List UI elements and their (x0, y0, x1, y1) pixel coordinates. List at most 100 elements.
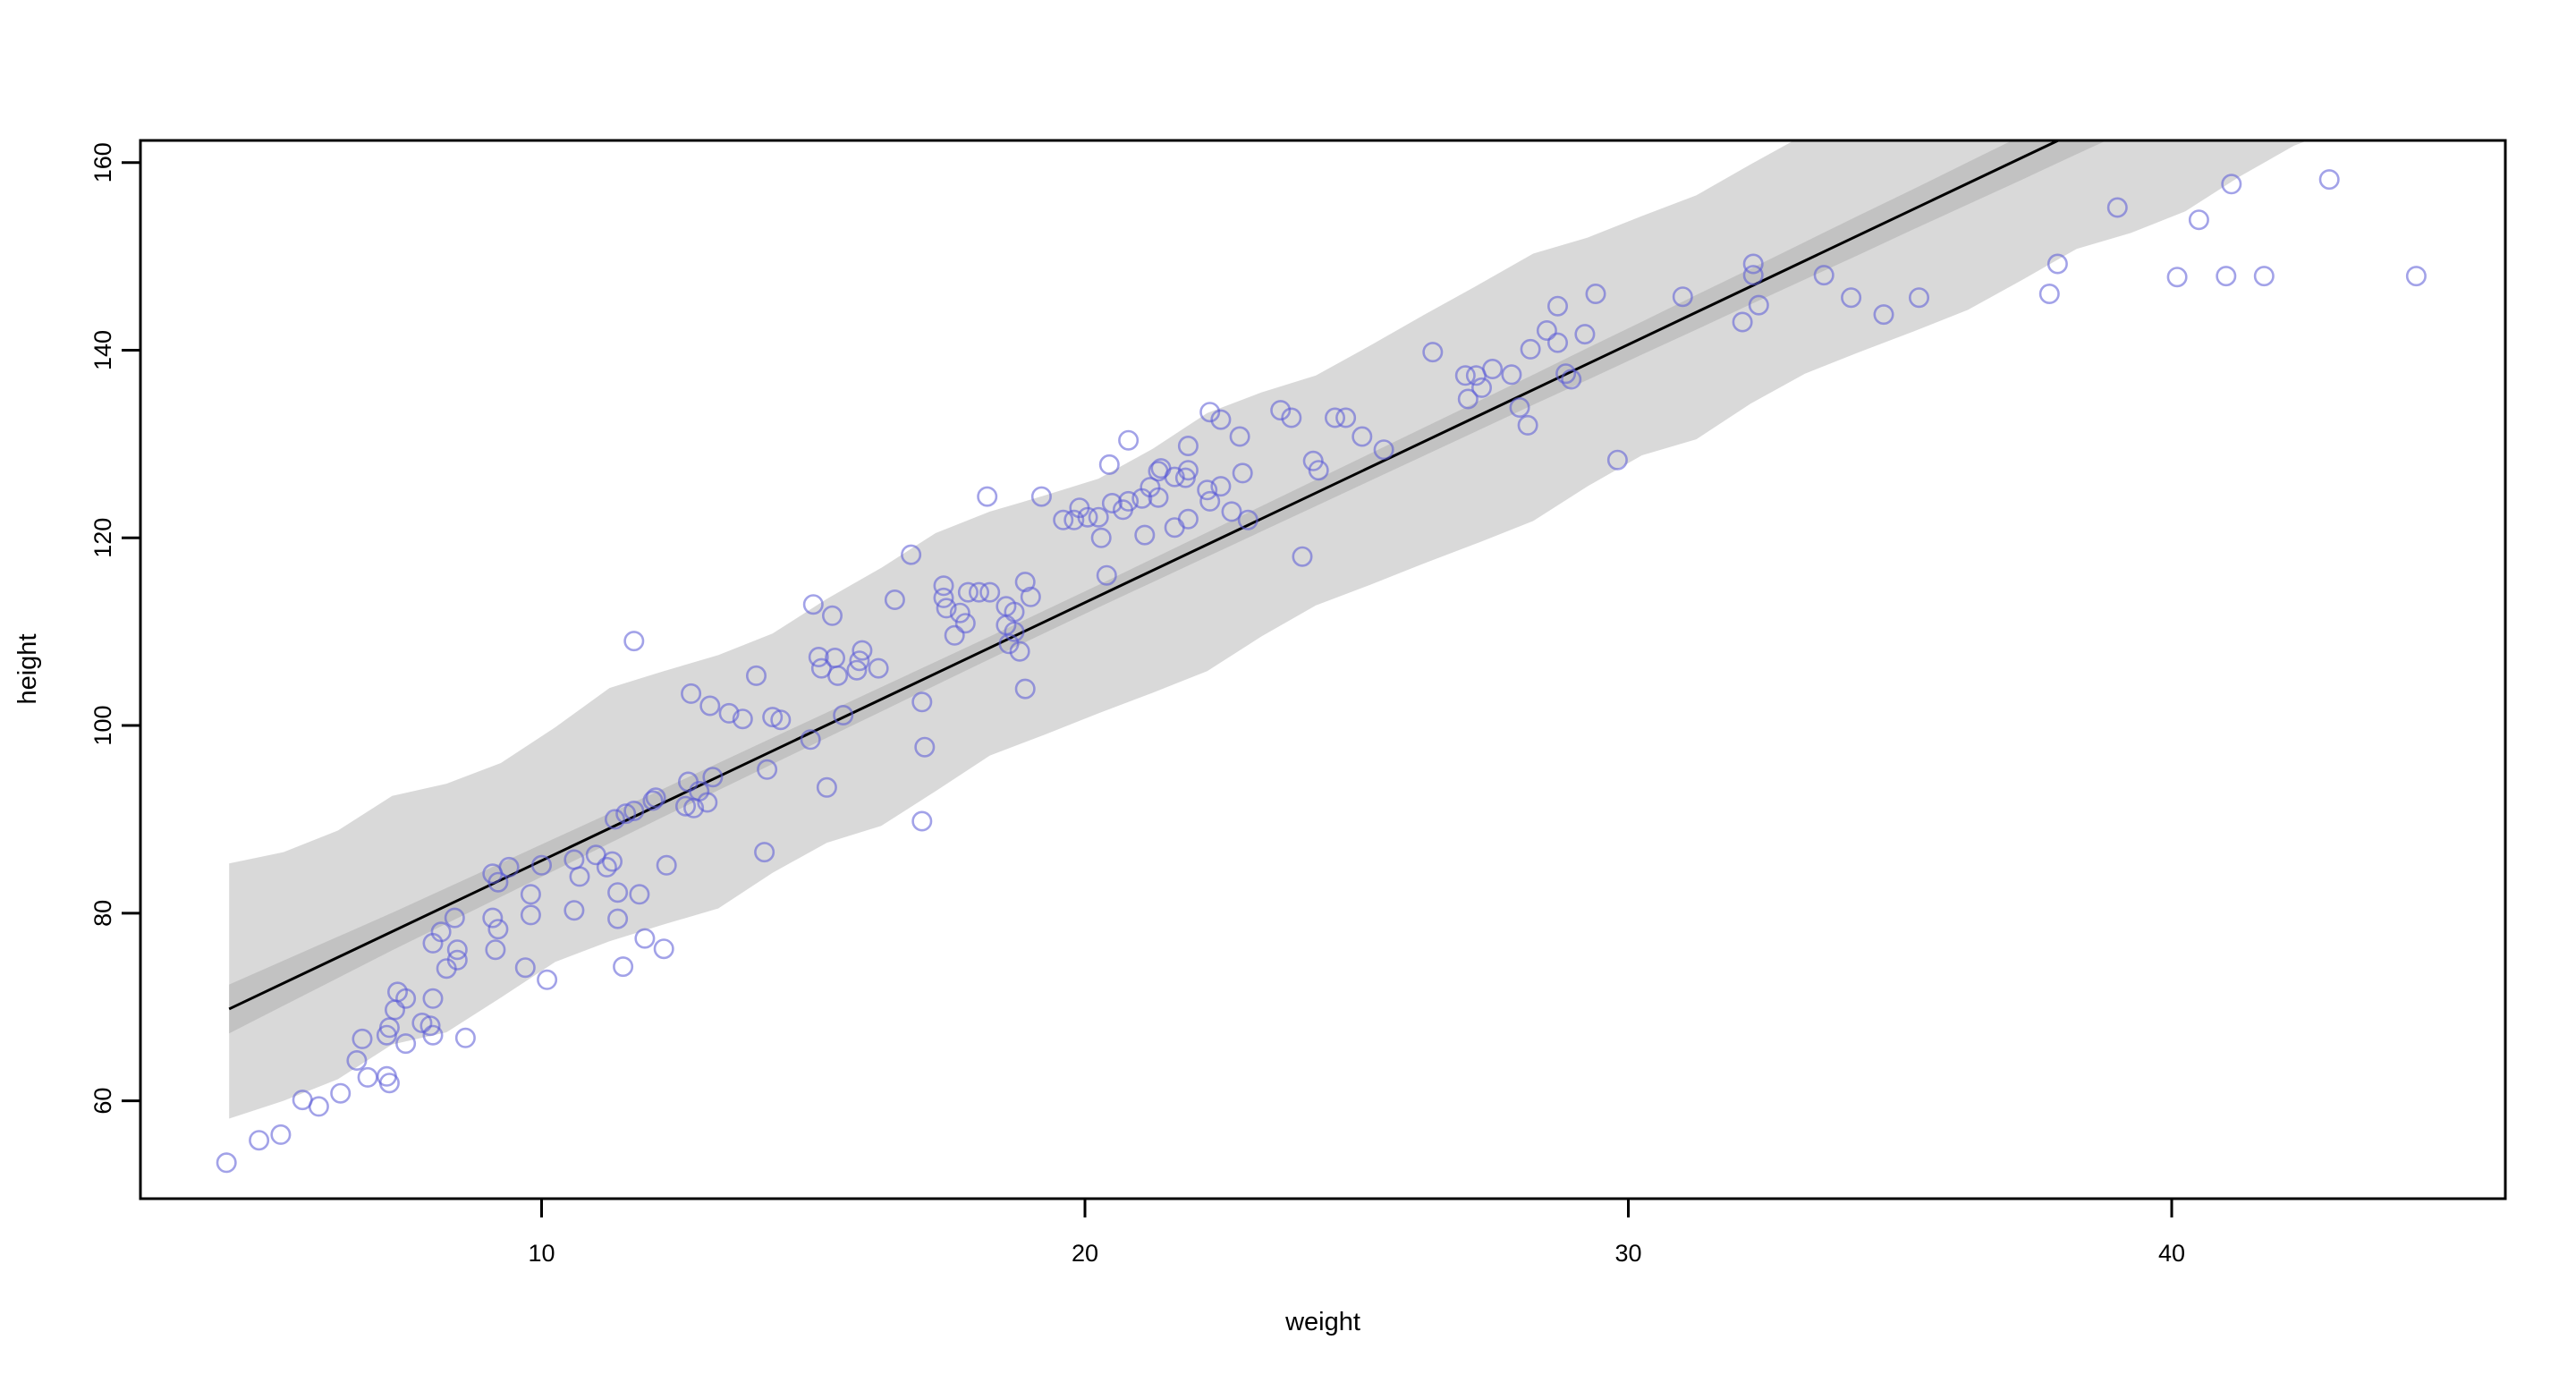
data-point (936, 598, 957, 619)
data-point (629, 884, 650, 905)
data-point (1547, 332, 1569, 353)
data-point (308, 1096, 329, 1117)
data-point (1352, 426, 1373, 447)
data-point (969, 581, 990, 603)
data-point (1742, 265, 1764, 286)
data-point (422, 988, 444, 1009)
data-point (1063, 509, 1085, 530)
data-point (732, 708, 753, 730)
data-point (446, 939, 468, 961)
data-point (1841, 287, 1862, 309)
data-point (419, 1015, 441, 1037)
data-point (1134, 524, 1156, 546)
data-point (1373, 439, 1394, 461)
data-point (216, 1152, 237, 1174)
data-point (1325, 407, 1346, 428)
data-point (808, 646, 829, 667)
data-point (852, 640, 873, 661)
data-point (2166, 267, 2188, 288)
data-point (514, 957, 536, 979)
data-point (2253, 266, 2275, 287)
data-point (1229, 426, 1250, 447)
data-point (762, 707, 784, 728)
data-point (718, 702, 740, 724)
data-point (1237, 509, 1258, 530)
y-axis-title: height (13, 633, 42, 704)
data-point (482, 907, 504, 929)
data-point (1281, 407, 1302, 428)
data-point (1909, 287, 1930, 309)
data-point (1606, 449, 1628, 471)
data-point (949, 602, 970, 623)
data-point (520, 884, 541, 905)
x-tick-label: 40 (2158, 1240, 2185, 1267)
data-point (537, 969, 558, 990)
data-point (683, 797, 705, 818)
data-point (1813, 265, 1835, 286)
data-point (702, 767, 724, 788)
data-point (604, 809, 625, 830)
y-tick-label: 80 (89, 900, 116, 927)
data-point (1088, 506, 1109, 528)
data-point (249, 1130, 270, 1151)
data-point (2188, 209, 2209, 231)
data-point (1517, 414, 1538, 436)
data-point (1098, 454, 1120, 475)
data-point (422, 1024, 444, 1046)
data-point (754, 842, 775, 863)
data-point (642, 790, 664, 811)
data-point (1457, 388, 1479, 410)
data-point (607, 882, 629, 903)
data-point (1009, 640, 1030, 662)
data-point (1574, 324, 1596, 345)
data-point (699, 695, 721, 717)
data-point (585, 844, 606, 866)
data-point (1482, 358, 1504, 379)
data-point (656, 854, 677, 876)
data-point (1335, 407, 1357, 428)
data-point (1509, 396, 1530, 418)
data-point (1732, 311, 1753, 333)
y-tick-label: 120 (89, 518, 116, 558)
data-point (498, 856, 520, 878)
plot-box (139, 139, 2507, 1200)
data-point (2318, 169, 2340, 191)
data-point (911, 691, 933, 713)
data-point (395, 1033, 417, 1055)
data-point (1232, 462, 1253, 484)
data-point (697, 792, 718, 813)
data-point (674, 795, 696, 817)
data-point (357, 1066, 378, 1088)
data-point (757, 759, 778, 780)
data-point (933, 575, 954, 597)
data-point (2038, 283, 2060, 304)
y-tick-label: 160 (89, 142, 116, 182)
data-point (1520, 338, 1541, 360)
data-point (1210, 409, 1232, 430)
data-point (1270, 400, 1292, 421)
data-point (1014, 678, 1036, 700)
data-point (1501, 364, 1522, 386)
data-point (378, 1073, 400, 1094)
data-point (2106, 197, 2128, 218)
data-point (1199, 490, 1221, 512)
data-point (914, 736, 936, 758)
data-point (1118, 429, 1140, 451)
data-point (607, 908, 629, 929)
x-tick-label: 10 (528, 1240, 555, 1267)
x-tick-label: 20 (1072, 1240, 1098, 1267)
data-point (846, 659, 868, 681)
data-point (884, 589, 905, 610)
data-point (1221, 501, 1242, 522)
data-point (395, 988, 417, 1009)
data-point (530, 854, 552, 876)
data-point (977, 486, 998, 507)
data-point (1561, 369, 1582, 390)
data-point (2046, 253, 2068, 275)
data-point (1748, 294, 1769, 316)
data-point (824, 647, 845, 668)
data-point (270, 1124, 292, 1145)
data-point (615, 803, 637, 825)
data-point (1101, 492, 1123, 513)
data-point (957, 581, 979, 603)
